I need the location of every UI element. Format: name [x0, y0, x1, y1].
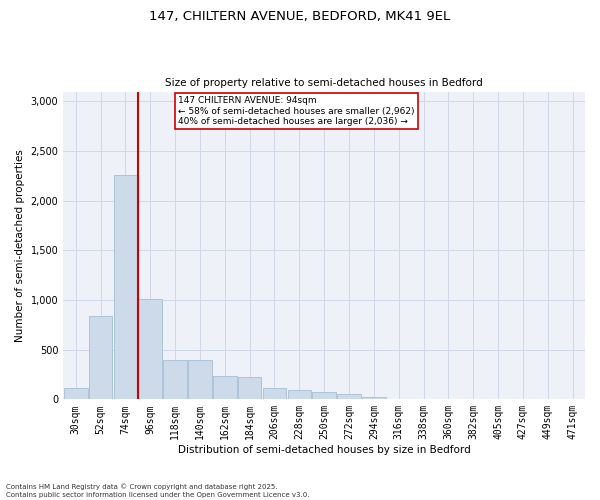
Title: Size of property relative to semi-detached houses in Bedford: Size of property relative to semi-detach…	[165, 78, 483, 88]
Bar	[313, 392, 336, 400]
Bar	[163, 360, 187, 400]
Bar	[139, 299, 162, 400]
Bar	[89, 316, 112, 400]
X-axis label: Distribution of semi-detached houses by size in Bedford: Distribution of semi-detached houses by …	[178, 445, 470, 455]
Bar	[188, 360, 212, 400]
Text: Contains HM Land Registry data © Crown copyright and database right 2025.
Contai: Contains HM Land Registry data © Crown c…	[6, 484, 310, 498]
Y-axis label: Number of semi-detached properties: Number of semi-detached properties	[15, 149, 25, 342]
Bar	[213, 376, 236, 400]
Text: 147, CHILTERN AVENUE, BEDFORD, MK41 9EL: 147, CHILTERN AVENUE, BEDFORD, MK41 9EL	[149, 10, 451, 23]
Bar	[263, 388, 286, 400]
Bar	[362, 396, 386, 400]
Bar	[113, 175, 137, 400]
Text: 147 CHILTERN AVENUE: 94sqm
← 58% of semi-detached houses are smaller (2,962)
40%: 147 CHILTERN AVENUE: 94sqm ← 58% of semi…	[178, 96, 415, 126]
Bar	[337, 394, 361, 400]
Bar	[287, 390, 311, 400]
Bar	[387, 398, 410, 400]
Bar	[64, 388, 88, 400]
Bar	[238, 378, 262, 400]
